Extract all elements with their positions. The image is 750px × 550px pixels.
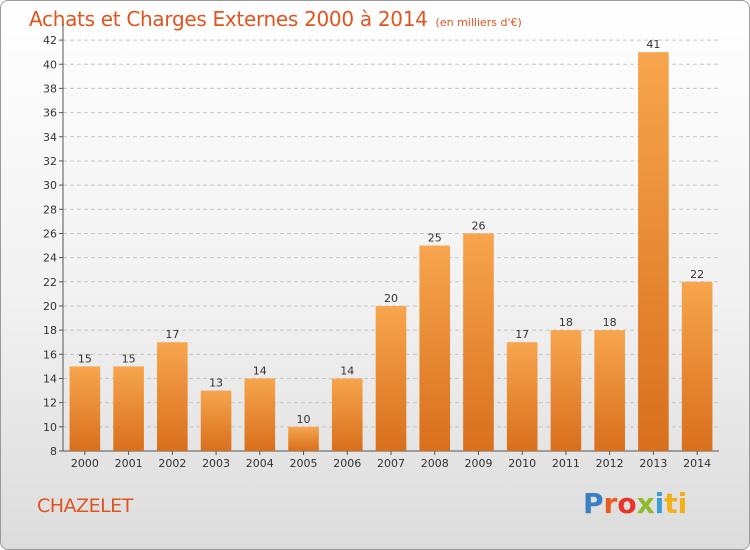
x-tick-label: 2000 [71,457,99,470]
y-tick-label: 10 [43,421,57,434]
x-tick-label: 2009 [464,457,492,470]
data-label-2000: 15 [78,352,92,365]
bar-2001 [113,366,144,451]
bar-2002 [157,342,188,451]
y-tick-label: 16 [43,348,57,361]
x-tick-label: 2006 [333,457,361,470]
logo-letter: ti [664,487,688,520]
bar-2012 [594,330,625,451]
logo-letter: r [603,487,618,520]
logo-letter: o [617,487,637,520]
y-tick-label: 30 [43,179,57,192]
y-tick-label: 42 [43,34,57,47]
x-tick-label: 2007 [377,457,405,470]
bar-2010 [506,342,538,451]
data-label-2010: 17 [515,328,529,341]
y-tick-label: 36 [43,107,57,120]
bar-2003 [200,390,232,451]
data-label-2002: 17 [165,328,179,341]
bar-2000 [69,366,101,451]
x-tick-label: 2003 [202,457,230,470]
data-label-2006: 14 [340,364,354,377]
logo-letter: x [636,487,655,520]
data-label-2013: 41 [646,38,660,51]
x-tick-label: 2001 [115,457,143,470]
bar-2005 [288,426,319,451]
x-tick-label: 2010 [508,457,536,470]
logo-letter: P [583,487,604,520]
place-name: CHAZELET [37,495,133,517]
y-tick-label: 18 [43,324,57,337]
x-tick-label: 2011 [552,457,580,470]
chart-subtitle: (en milliers d'€) [435,16,522,29]
y-tick-label: 26 [43,227,57,240]
x-tick-label: 2002 [158,457,186,470]
y-tick-label: 32 [43,155,57,168]
x-tick-label: 2005 [290,457,318,470]
y-tick-label: 22 [43,276,57,289]
y-tick-label: 20 [43,300,57,313]
bar-2007 [375,305,407,451]
bar-2014 [681,281,713,451]
y-tick-label: 8 [50,445,57,458]
data-label-2011: 18 [559,316,573,329]
y-tick-labels: 8 10 12 14 16 18 20 22 24 26 28 30 32 34 36 38 40 42 [43,34,57,458]
data-label-2003: 13 [209,377,223,390]
title-row: Achats et Charges Externes 2000 à 2014 (e… [29,7,522,31]
data-label-2001: 15 [122,352,136,365]
y-tick-label: 34 [43,131,57,144]
chart-title: Achats et Charges Externes 2000 à 2014 [29,7,428,31]
data-label-2005: 10 [297,413,311,426]
x-tick-labels: 2000 2001 2002 2003 2004 2005 2006 2007 2008 2009… [71,457,711,470]
x-tick-label: 2004 [246,457,274,470]
x-tick-label: 2012 [596,457,624,470]
y-tick-label: 24 [43,252,57,265]
bar-2011 [550,330,582,451]
y-tick-label: 38 [43,82,57,95]
x-tick-label: 2014 [683,457,711,470]
bar-2006 [331,378,363,451]
y-tick-label: 40 [43,58,57,71]
bar-2013 [638,52,669,452]
y-tick-label: 28 [43,203,57,216]
data-label-2004: 14 [253,364,267,377]
y-tick-label: 14 [43,372,57,385]
x-tick-label: 2013 [639,457,667,470]
x-tick-label: 2008 [421,457,449,470]
bar-2008 [419,245,451,451]
data-label-2009: 26 [471,219,485,232]
bar-2004 [244,378,276,451]
data-label-2012: 18 [603,316,617,329]
data-labels: 15 15 17 13 14 10 14 20 25 26 17 18 18 41 22 [78,38,704,426]
data-label-2008: 25 [428,232,442,245]
data-label-2014: 22 [690,268,704,281]
proxiti-logo: Proxiti [583,487,687,520]
logo-letter: i [654,487,665,520]
y-tick-label: 12 [43,397,57,410]
bar-2009 [463,233,494,451]
data-label-2007: 20 [384,292,398,305]
bars [69,52,713,452]
